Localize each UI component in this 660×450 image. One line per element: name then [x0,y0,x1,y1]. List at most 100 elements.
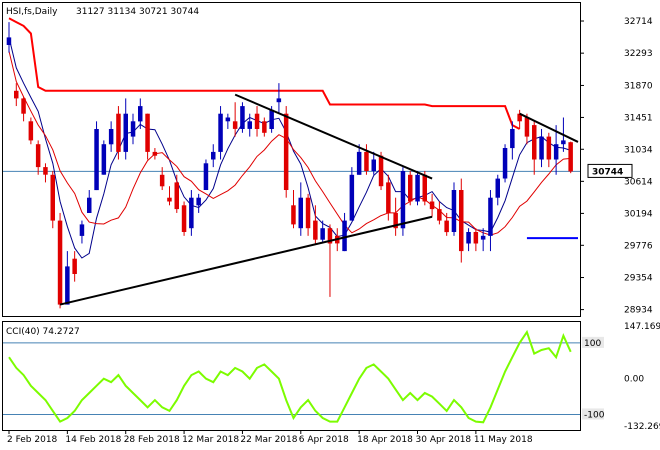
candle-body [371,159,376,171]
candle-body [356,151,362,175]
candle-body [108,129,114,145]
trend-line [519,112,579,143]
candle-body [408,174,413,202]
candle-body [254,113,260,129]
chart-symbol-label: HSI,fs,Daily [6,7,58,17]
candle-body [539,136,544,160]
candle-body [444,220,449,233]
cci-axis-label: -100 [584,410,605,420]
candle-body [35,144,41,168]
candle-body [232,121,238,129]
candle-body [466,232,471,244]
candle-body [349,174,355,221]
slow-moving-average-line [8,50,571,236]
candle-body [218,113,223,152]
candle-body [116,113,121,152]
price-tick-label: 31870 [624,81,653,91]
candle-body [517,113,522,122]
cci-panel: 147.1698 100 0.00 -100 -132.269 [3,322,660,432]
price-tick-label: 31451 [624,113,653,123]
candle-body [247,121,252,129]
candles-group [6,22,573,309]
current-price-label-group: 30744 [587,163,633,178]
price-tick-label: 29354 [624,274,653,284]
candle-body [342,220,347,252]
cci-indicator-label: CCI(40) 74.2727 [6,327,80,337]
price-tick-label: 28934 [624,306,653,316]
candle-body [488,197,493,236]
candle-body [429,201,435,210]
candle-body [524,117,530,137]
cci-axis-label: -132.269 [624,422,660,432]
candle-body [174,182,179,210]
candle-body [546,136,552,160]
candle-body [65,266,70,305]
candle-body [480,235,486,240]
price-tick-label: 30194 [624,209,653,219]
cci-axis-label: 100 [584,339,601,349]
date-tick-label: 14 Feb 2018 [65,435,121,445]
candle-body [495,178,500,198]
candle-body [167,197,172,202]
price-tick-label: 30614 [624,177,653,187]
candle-body [50,174,55,221]
price-tick-label: 32293 [624,49,653,59]
candle-body [327,228,333,244]
candle-body [196,197,201,206]
candle-body [211,151,216,160]
candle-body [393,212,398,229]
candle-body [152,151,158,156]
candle-body [138,106,143,122]
candle-body [283,113,289,190]
candle-body [145,113,150,152]
cci-axis-label: 147.1698 [624,322,660,332]
candle-body [28,121,34,141]
candle-body [87,197,92,213]
candle-body [276,98,282,103]
price-series [8,17,571,259]
candle-body [21,98,26,114]
candle-body [94,129,99,191]
candle-body [225,117,231,122]
date-tick-label: 22 Mar 2018 [240,435,297,445]
cci-axis-label: 0.00 [624,375,644,385]
candle-body [14,90,19,99]
price-axis: 28934 29354 29776 30194 30614 31034 31451 31870… [580,17,653,316]
candle-body [79,224,85,236]
candle-body [240,106,245,129]
cci-level-box [582,336,604,348]
candle-body [437,209,442,221]
candle-body [364,151,369,171]
candle-body [298,197,303,229]
candle-body [459,190,464,252]
candle-body [561,140,566,145]
candle-body [568,142,573,172]
candle-body [159,174,165,187]
candle-body [57,220,63,305]
candle-body [400,171,406,229]
trend-line [234,93,433,180]
price-tick-label: 32714 [624,17,653,27]
date-tick-label: 28 Feb 2018 [124,435,180,445]
fast-moving-average-line [8,37,571,259]
overlay-lines [59,93,579,306]
candle-body [262,121,267,133]
price-tick-label: 31034 [624,145,653,155]
date-tick-label: 11 May 2018 [474,435,533,445]
candle-body [553,144,559,160]
candle-body [510,129,515,149]
candle-body [101,144,107,175]
candle-body [203,163,209,190]
candle-body [502,148,508,179]
date-tick-label: 12 Mar 2018 [182,435,239,445]
cci-panel-frame [2,321,581,431]
date-tick-label: 18 Apr 2018 [357,435,413,445]
candle-body [269,109,274,129]
price-tick-label: 29776 [624,241,653,251]
candle-body [451,190,457,232]
trend-line [59,215,433,306]
candle-body [291,205,296,225]
candle-body [130,121,136,137]
cci-line [8,329,572,424]
